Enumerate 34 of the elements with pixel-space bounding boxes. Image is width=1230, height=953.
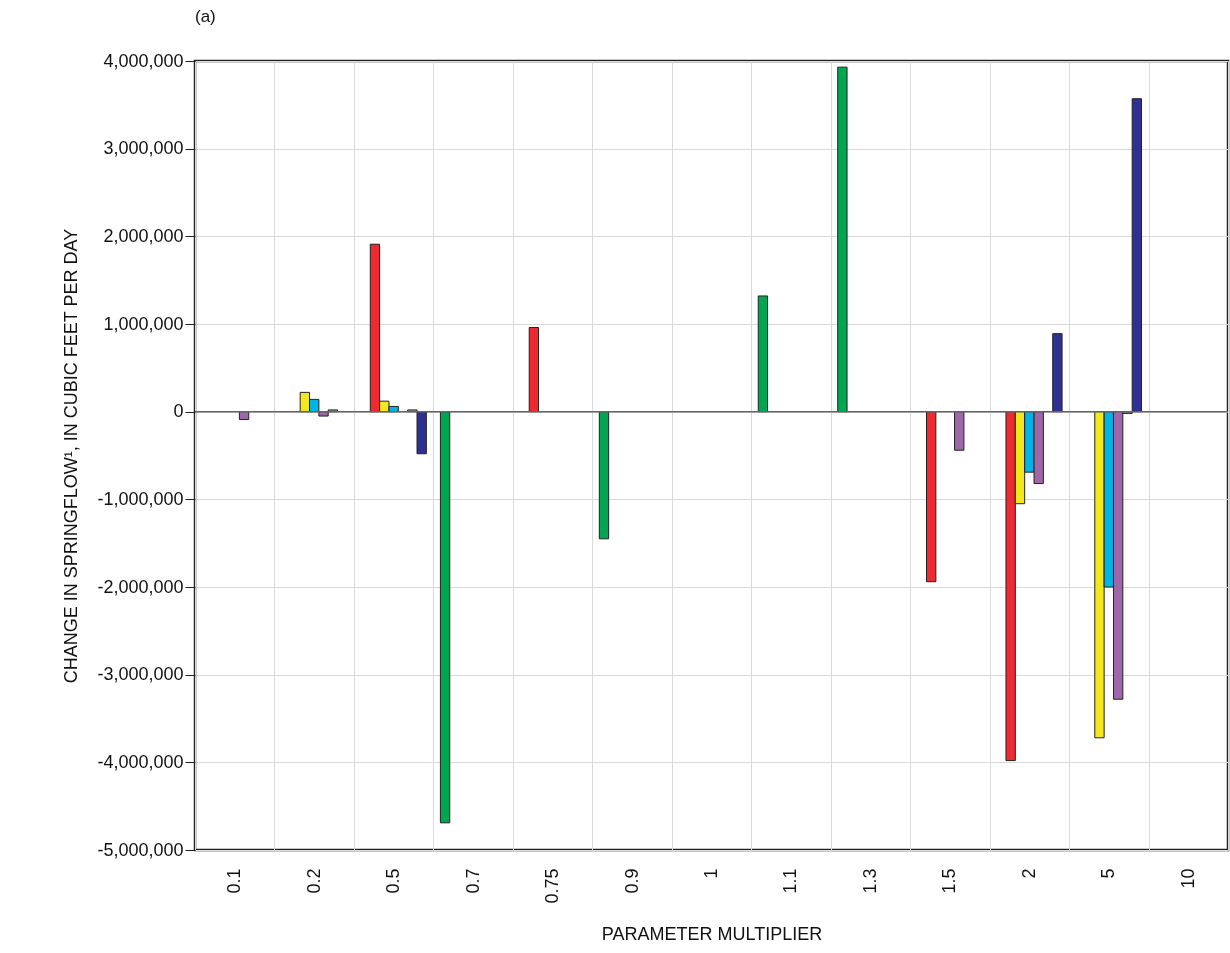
bar	[1052, 333, 1063, 413]
y-tick-label: 1,000,000	[103, 313, 184, 334]
y-tick-label: 4,000,000	[103, 50, 184, 71]
x-tick-label: 0.9	[621, 868, 642, 894]
y-tick-label: -4,000,000	[97, 751, 184, 772]
bar	[837, 66, 848, 413]
x-tick-label: 0.5	[383, 868, 404, 894]
x-tick-label: 0.1	[224, 868, 245, 894]
bar	[926, 411, 937, 583]
x-tick-label: 0.2	[303, 868, 324, 894]
x-tick-label: 1	[701, 868, 721, 879]
bar	[528, 327, 540, 413]
y-tick-label: 0	[173, 401, 184, 422]
bar	[757, 295, 769, 413]
bar	[954, 411, 965, 451]
y-tick-label: -3,000,000	[97, 664, 184, 685]
bar	[598, 411, 610, 540]
text: (a)	[195, 7, 216, 26]
x-tick-label: 1.1	[780, 868, 801, 894]
y-tick-label: 3,000,000	[103, 138, 184, 159]
x-tick-label: 0.75	[542, 868, 563, 904]
x-tick-label: 2	[1018, 868, 1039, 879]
y-axis-title: CHANGE IN SPRINGFLOW¹, IN CUBIC FEET PER DAY	[61, 228, 82, 684]
x-tick-label: 0.7	[462, 868, 483, 894]
x-axis-title: PARAMETER MULTIPLIER	[601, 923, 823, 944]
x-tick-label: 5	[1098, 868, 1119, 879]
y-tick-label: -2,000,000	[97, 576, 184, 597]
y-tick-label: 2,000,000	[103, 225, 184, 246]
y-tick-label: -5,000,000	[97, 839, 184, 860]
y-tick-label: -1,000,000	[97, 488, 184, 509]
x-tick-label: 1.3	[859, 868, 880, 894]
x-tick-label: 1.5	[939, 868, 960, 894]
x-tick-label: 10	[1177, 868, 1198, 889]
bar	[439, 411, 451, 824]
